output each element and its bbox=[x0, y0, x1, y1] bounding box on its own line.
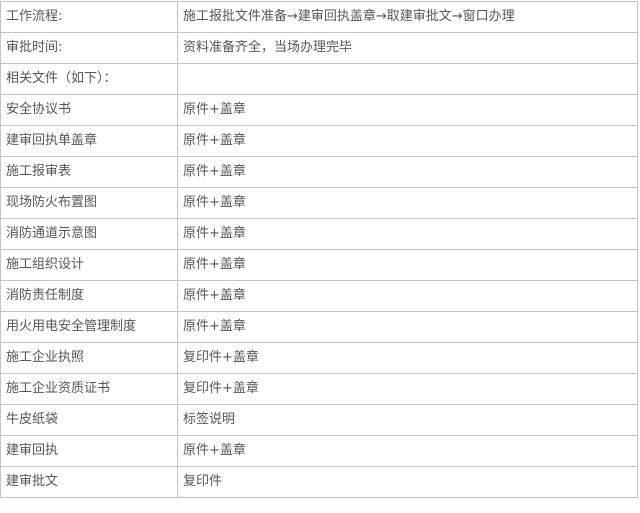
row-label: 施工企业执照 bbox=[0, 342, 178, 374]
table-row: 用火用电安全管理制度 原件+盖章 bbox=[0, 311, 638, 343]
table-row: 施工组织设计 原件+盖章 bbox=[0, 249, 638, 281]
row-value: 标签说明 bbox=[177, 404, 638, 436]
row-value: 原件+盖章 bbox=[177, 311, 638, 343]
row-label: 审批时间: bbox=[0, 32, 178, 64]
table-row: 施工企业资质证书 复印件+盖章 bbox=[0, 373, 638, 405]
row-value: 原件+盖章 bbox=[177, 280, 638, 312]
row-label: 用火用电安全管理制度 bbox=[0, 311, 178, 343]
row-value: 复印件+盖章 bbox=[177, 373, 638, 405]
table-row: 相关文件（如下）： bbox=[0, 63, 638, 95]
row-label: 工作流程: bbox=[0, 1, 178, 33]
table-row: 消防责任制度 原件+盖章 bbox=[0, 280, 638, 312]
row-label: 施工企业资质证书 bbox=[0, 373, 178, 405]
row-label: 现场防火布置图 bbox=[0, 187, 178, 219]
approval-documents-table-body: 工作流程: 施工报批文件准备→建审回执盖章→取建审批文→窗口办理 审批时间: 资料准备… bbox=[0, 1, 638, 498]
row-value: 资料准备齐全，当场办理完毕 bbox=[177, 32, 638, 64]
row-label: 建审批文 bbox=[0, 466, 178, 498]
row-label: 建审回执 bbox=[0, 435, 178, 467]
row-value: 复印件+盖章 bbox=[177, 342, 638, 374]
row-value: 原件+盖章 bbox=[177, 94, 638, 126]
table-row: 消防通道示意图 原件+盖章 bbox=[0, 218, 638, 250]
row-label: 消防责任制度 bbox=[0, 280, 178, 312]
row-label: 建审回执单盖章 bbox=[0, 125, 178, 157]
row-value: 原件+盖章 bbox=[177, 218, 638, 250]
row-value: 施工报批文件准备→建审回执盖章→取建审批文→窗口办理 bbox=[177, 1, 638, 33]
row-label: 消防通道示意图 bbox=[0, 218, 178, 250]
row-label: 相关文件（如下）： bbox=[0, 63, 178, 95]
table-row: 安全协议书 原件+盖章 bbox=[0, 94, 638, 126]
row-value: 原件+盖章 bbox=[177, 435, 638, 467]
row-label: 牛皮纸袋 bbox=[0, 404, 178, 436]
table-row: 建审回执单盖章 原件+盖章 bbox=[0, 125, 638, 157]
table-row: 审批时间: 资料准备齐全，当场办理完毕 bbox=[0, 32, 638, 64]
table-row: 牛皮纸袋 标签说明 bbox=[0, 404, 638, 436]
table-row: 建审回执 原件+盖章 bbox=[0, 435, 638, 467]
row-value bbox=[177, 63, 638, 95]
table-row: 工作流程: 施工报批文件准备→建审回执盖章→取建审批文→窗口办理 bbox=[0, 1, 638, 33]
table-row: 建审批文 复印件 bbox=[0, 466, 638, 498]
row-label: 施工报审表 bbox=[0, 156, 178, 188]
row-value: 原件+盖章 bbox=[177, 156, 638, 188]
row-value: 原件+盖章 bbox=[177, 249, 638, 281]
row-value: 原件+盖章 bbox=[177, 187, 638, 219]
table-row: 施工报审表 原件+盖章 bbox=[0, 156, 638, 188]
row-label: 安全协议书 bbox=[0, 94, 178, 126]
table-row: 现场防火布置图 原件+盖章 bbox=[0, 187, 638, 219]
row-value: 复印件 bbox=[177, 466, 638, 498]
row-label: 施工组织设计 bbox=[0, 249, 178, 281]
approval-documents-table: 工作流程: 施工报批文件准备→建审回执盖章→取建审批文→窗口办理 审批时间: 资料准备… bbox=[0, 1, 638, 498]
table-row: 施工企业执照 复印件+盖章 bbox=[0, 342, 638, 374]
row-value: 原件+盖章 bbox=[177, 125, 638, 157]
